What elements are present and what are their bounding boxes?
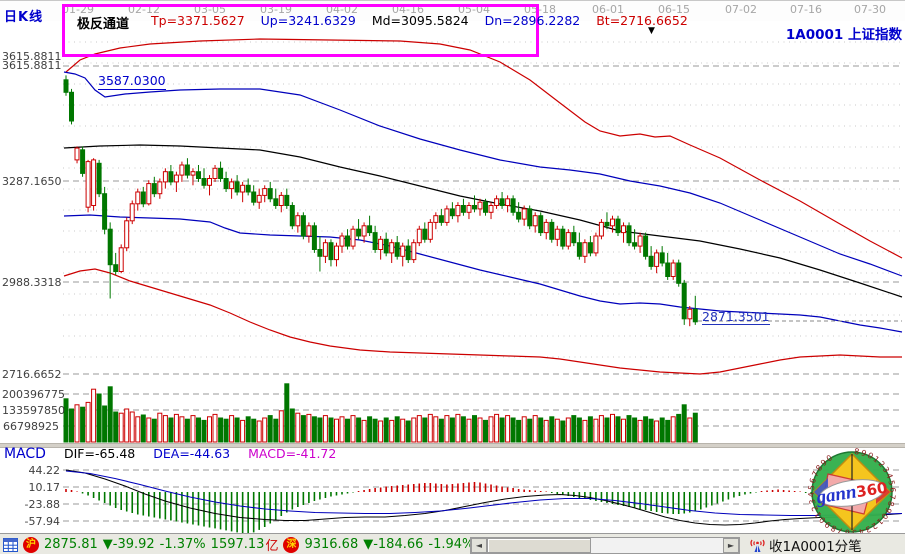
price-tick: 2988.3318 xyxy=(2,276,62,289)
sz-market-icon[interactable]: 深 xyxy=(283,536,300,553)
macd-indicator-name[interactable]: MACD xyxy=(4,446,46,462)
sh-market-icon[interactable]: 沪 xyxy=(23,536,39,553)
date-label: 07-02 xyxy=(725,3,757,16)
macd-tick: -23.88 xyxy=(24,498,60,511)
high-price-annotation: 3587.0300 xyxy=(98,73,166,90)
date-label: 07-30 xyxy=(854,3,886,16)
price-tick: 2716.6652 xyxy=(2,368,62,381)
pane-splitter[interactable] xyxy=(0,443,905,448)
dropdown-arrow-icon[interactable]: ▼ xyxy=(648,26,655,36)
price-tick: 133597850 xyxy=(2,404,65,417)
feed-status[interactable]: 收1A0001分笔 xyxy=(769,539,862,554)
feed-status-group[interactable]: 收1A0001分笔 xyxy=(750,535,862,554)
last-price-annotation: 2871.3501 xyxy=(702,309,770,325)
macd-tick: -57.94 xyxy=(24,515,60,528)
macd-tick: 44.22 xyxy=(28,464,61,477)
date-label: 06-01 xyxy=(592,3,624,16)
sh-turnover: 1597.13 xyxy=(210,537,265,552)
symbol-code: 1A0001 xyxy=(785,27,844,43)
macd-tick: 10.17 xyxy=(28,481,61,494)
indicator-legend: 极反通道 Tp=3371.5627 Up=3241.6329 Md=3095.5… xyxy=(77,13,688,32)
indicator-box: 极反通道 Tp=3371.5627 Up=3241.6329 Md=3095.5… xyxy=(62,4,688,57)
table-icon[interactable] xyxy=(3,537,18,552)
scroll-right-button[interactable]: ► xyxy=(723,538,739,553)
symbol-name: 上证指数 xyxy=(848,27,902,43)
macd-macd-value: MACD=-41.72 xyxy=(248,446,337,461)
price-tick: 3615.8811 xyxy=(2,59,62,72)
indicator-name: 极反通道 xyxy=(77,17,130,32)
sh-change-pct: -1.37% xyxy=(159,537,206,552)
sz-change-icon-value: ▼-184.66 xyxy=(363,537,424,552)
sh-index-value: 2875.81 xyxy=(44,537,98,552)
scrollbar-thumb[interactable] xyxy=(487,538,591,553)
gann360-logo: gann360 89012345678901234567890123456789… xyxy=(807,448,896,536)
sz-change-pct: -1.94% xyxy=(428,537,475,552)
indicator-up-value: Up=3241.6329 xyxy=(260,13,356,28)
sh-change-icon-value: ▼-39.92 xyxy=(102,537,155,552)
period-label[interactable]: 日K线 xyxy=(4,10,44,25)
date-label: 06-15 xyxy=(658,3,690,16)
scroll-left-button[interactable]: ◄ xyxy=(471,538,487,553)
logo-text-360: 360 xyxy=(855,479,889,502)
symbol-title[interactable]: 1A0001 上证指数 xyxy=(786,23,902,43)
horizontal-scrollbar[interactable]: ◄ ► xyxy=(470,537,740,554)
price-tick: 66798925 xyxy=(3,420,59,433)
macd-header: MACD DIF=-65.48 DEA=-44.63 MACD=-41.72 xyxy=(4,446,336,462)
indicator-md-value: Md=3095.5824 xyxy=(371,13,469,28)
macd-dea-value: DEA=-44.63 xyxy=(153,446,231,461)
price-tick: 3287.1650 xyxy=(2,175,62,188)
indicator-dn-value: Dn=2896.2282 xyxy=(484,13,581,28)
price-tick: 200396775 xyxy=(2,388,65,401)
date-label: 07-16 xyxy=(790,3,822,16)
macd-dif-value: DIF=-65.48 xyxy=(63,446,136,461)
logo-text: gann360 xyxy=(814,477,889,509)
market-quotes: 沪 2875.81 ▼-39.92 -1.37% 1597.13 亿 深 9316… xyxy=(3,534,525,554)
sz-index-value: 9316.68 xyxy=(304,537,359,552)
sh-turnover-unit: 亿 xyxy=(265,539,279,554)
indicator-tp-value: Tp=3371.5627 xyxy=(151,13,245,28)
status-bar: 沪 2875.81 ▼-39.92 -1.37% 1597.13 亿 深 9316… xyxy=(0,533,905,554)
indicator-bt-value: Bt=2716.6652 xyxy=(596,13,688,28)
antenna-icon xyxy=(750,539,765,552)
price-tick: 3615.8811 xyxy=(2,50,62,63)
